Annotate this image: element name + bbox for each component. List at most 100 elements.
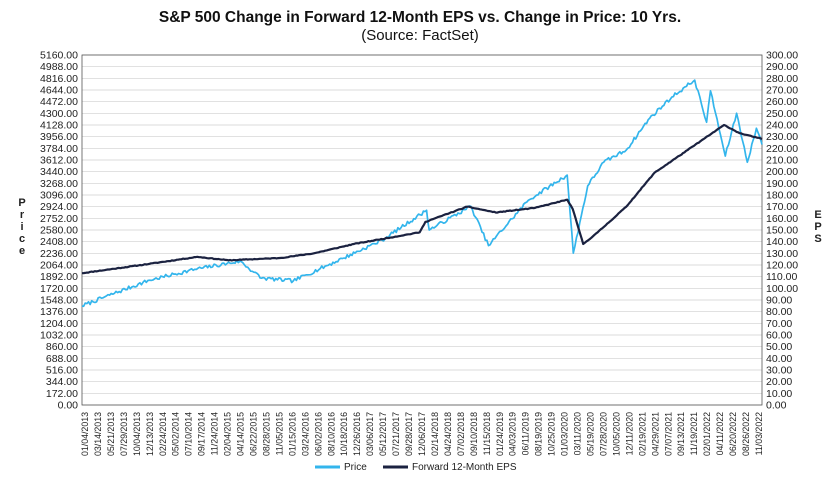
y-right-tick-label: 50.00 (766, 341, 792, 353)
x-tick-label: 04/24/2018 (443, 412, 453, 456)
axis-label-letter: S (814, 233, 821, 245)
plot-frame (81, 54, 763, 406)
x-tick-label: 10/04/2013 (132, 412, 142, 456)
x-tick-label: 06/22/2015 (249, 412, 259, 456)
x-tick-label: 05/12/2017 (378, 412, 388, 456)
y-left-tick-label: 4816.00 (40, 73, 78, 85)
x-tick-label: 07/10/2014 (184, 412, 194, 456)
y-right-tick-label: 290.00 (766, 61, 798, 73)
x-tick-label: 07/28/2020 (598, 412, 608, 456)
y-left-tick-label: 3096.00 (40, 190, 78, 202)
y-right-tick-label: 40.00 (766, 353, 792, 365)
axis-label-letter: r (20, 209, 25, 221)
y-right-tick-label: 160.00 (766, 213, 798, 225)
x-tick-label: 07/29/2013 (119, 412, 129, 456)
x-tick-label: 03/24/2016 (300, 412, 310, 456)
y-right-tick-label: 300.00 (766, 50, 798, 62)
y-right-tick-label: 90.00 (766, 295, 792, 307)
x-tick-label: 12/11/2020 (624, 412, 634, 455)
y-left-tick-label: 2752.00 (40, 213, 78, 225)
y-left-tick-label: 4988.00 (40, 61, 78, 73)
x-tick-label: 04/03/2019 (508, 412, 518, 456)
y-right-tick-label: 100.00 (766, 283, 798, 295)
x-tick-label: 10/05/2020 (611, 412, 621, 456)
x-tick-label: 06/02/2016 (313, 412, 323, 456)
series-price-line (81, 79, 763, 308)
y-left-tick-label: 4300.00 (40, 108, 78, 120)
y-right-tick-label: 210.00 (766, 155, 798, 167)
x-tick-label: 07/02/2018 (456, 412, 466, 456)
y-left-tick-label: 4644.00 (40, 85, 78, 97)
y-left-tick-label: 2064.00 (40, 260, 78, 272)
x-tick-label: 06/20/2022 (728, 412, 738, 456)
y-left-tick-label: 1892.00 (40, 271, 78, 283)
x-tick-label: 02/14/2018 (430, 412, 440, 456)
y-right-tick-label: 260.00 (766, 96, 798, 108)
gridlines (82, 54, 762, 406)
x-tick-label: 05/02/2014 (171, 412, 181, 456)
y-right-tick-label: 190.00 (766, 178, 798, 190)
y-left-tick-label: 3268.00 (40, 178, 78, 190)
x-tick-label: 11/03/2022 (754, 412, 764, 455)
y-right-tick-label: 170.00 (766, 201, 798, 213)
x-tick-label: 11/05/2015 (274, 412, 284, 455)
y-left-tick-label: 3956.00 (40, 131, 78, 143)
y-right-tick-label: 110.00 (766, 271, 797, 283)
y-right-tick-label: 130.00 (766, 248, 798, 260)
x-tick-label: 07/21/2017 (391, 412, 401, 456)
legend: Price Forward 12-Month EPS (315, 462, 517, 473)
y-right-tick-label: 120.00 (766, 260, 798, 272)
x-tick-label: 09/17/2014 (197, 412, 207, 456)
y-right-tick-label: 220.00 (766, 143, 798, 155)
legend-price-label: Price (344, 462, 367, 473)
y-right-tick-label: 280.00 (766, 73, 798, 85)
y-right-tick-label: 60.00 (766, 330, 792, 342)
x-tick-label: 01/03/2020 (560, 412, 570, 456)
y-left-tick-label: 2580.00 (40, 225, 78, 237)
axis-label-letter: c (19, 233, 25, 245)
y-left-tick-label: 5160.00 (40, 50, 78, 62)
y-left-tick-label: 1376.00 (40, 306, 78, 318)
y-left-tick-label: 3612.00 (40, 155, 78, 167)
x-tick-label: 07/07/2021 (663, 412, 673, 456)
x-tick-label: 04/14/2015 (236, 412, 246, 456)
axis-label-letter: i (20, 221, 23, 233)
y-left-tick-label: 1204.00 (40, 318, 78, 330)
x-tick-label: 01/04/2013 (80, 412, 90, 456)
y-left-tick-label: 516.00 (46, 365, 78, 377)
x-tick-label: 08/10/2016 (326, 412, 336, 456)
series-group (81, 79, 763, 308)
x-tick-label: 11/15/2018 (482, 412, 492, 455)
axis-label-letter: P (18, 197, 25, 209)
x-tick-label: 10/18/2016 (339, 412, 349, 456)
x-tick-label: 02/04/2015 (223, 412, 233, 456)
y-right-tick-label: 150.00 (766, 225, 798, 237)
series-eps-line (81, 123, 763, 275)
x-tick-label: 08/26/2022 (741, 412, 751, 456)
x-axis-ticks: 01/04/2013 03/14/2013 05/21/2013 07/29/2013… (80, 412, 764, 456)
x-tick-label: 10/25/2019 (547, 412, 557, 456)
right-axis-label: EPS (814, 209, 821, 245)
y-left-tick-label: 688.00 (46, 353, 78, 365)
y-right-tick-label: 80.00 (766, 306, 792, 318)
chart-subtitle: (Source: FactSet) (361, 27, 479, 44)
y-left-tick-label: 2408.00 (40, 236, 78, 248)
y-left-tick-label: 860.00 (46, 341, 78, 353)
y-right-tick-label: 240.00 (766, 120, 798, 132)
right-axis-ticks: 300.00290.00280.00270.00260.00250.00240.… (766, 50, 798, 412)
y-right-tick-label: 20.00 (766, 376, 792, 388)
x-tick-label: 02/19/2021 (637, 412, 647, 456)
y-left-tick-label: 2924.00 (40, 201, 78, 213)
y-left-tick-label: 2236.00 (40, 248, 78, 260)
y-right-tick-label: 30.00 (766, 365, 792, 377)
axis-label-letter: E (814, 209, 821, 221)
y-left-tick-label: 1548.00 (40, 295, 78, 307)
x-tick-label: 05/19/2020 (586, 412, 596, 456)
x-tick-label: 08/28/2015 (261, 412, 271, 456)
x-tick-label: 01/15/2016 (287, 412, 297, 456)
x-tick-label: 12/13/2013 (145, 412, 155, 456)
y-left-tick-label: 3440.00 (40, 166, 78, 178)
y-left-tick-label: 172.00 (46, 388, 78, 400)
axis-label-letter: P (814, 221, 821, 233)
